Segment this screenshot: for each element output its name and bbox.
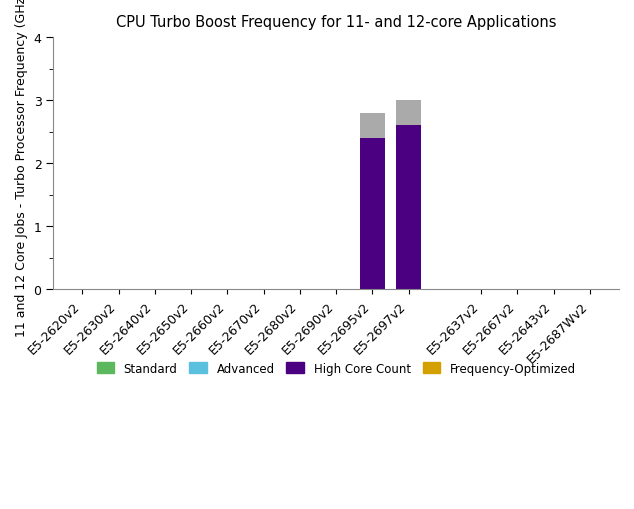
Bar	[396, 126, 422, 290]
Title: CPU Turbo Boost Frequency for 11- and 12-core Applications: CPU Turbo Boost Frequency for 11- and 12…	[116, 15, 557, 30]
Legend: Standard, Advanced, High Core Count, Frequency-Optimized: Standard, Advanced, High Core Count, Fre…	[92, 357, 581, 380]
Bar	[359, 114, 385, 139]
Y-axis label: 11 and 12 Core Jobs - Turbo Processor Frequency (GHz): 11 and 12 Core Jobs - Turbo Processor Fr…	[15, 0, 28, 336]
Bar	[359, 139, 385, 290]
Bar	[396, 101, 422, 126]
